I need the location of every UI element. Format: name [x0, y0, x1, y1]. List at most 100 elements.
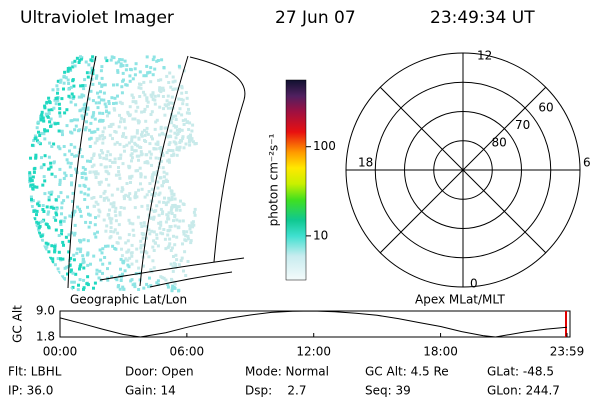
pixel: [104, 244, 107, 248]
pixel: [94, 235, 98, 239]
pixel: [191, 225, 195, 229]
pixel: [48, 256, 52, 260]
pixel: [128, 67, 132, 71]
pixel: [165, 201, 168, 205]
pixel: [47, 225, 50, 229]
pixel: [128, 221, 132, 225]
pixel: [44, 247, 48, 251]
pixel: [133, 135, 137, 139]
pixel: [42, 175, 46, 179]
pixel: [93, 130, 97, 134]
pixel: [60, 212, 63, 216]
y-tick-label: 1.8: [36, 330, 55, 344]
x-tick-label: 00:00: [43, 345, 78, 359]
pixel: [189, 133, 192, 137]
pixel: [63, 216, 67, 220]
pixel: [58, 178, 62, 182]
pixel: [131, 96, 135, 100]
pixel: [122, 145, 126, 149]
pixel: [148, 182, 152, 185]
pixel: [69, 174, 73, 177]
pixel: [88, 221, 92, 225]
pixel: [167, 217, 171, 221]
pixel: [45, 100, 49, 104]
pixel: [37, 200, 41, 204]
pixel: [97, 137, 101, 141]
pixel: [128, 79, 132, 83]
pixel: [186, 260, 190, 263]
pixel: [147, 228, 151, 232]
pixel: [95, 139, 99, 143]
pixel: [121, 71, 125, 75]
pixel: [88, 71, 92, 75]
pixel: [180, 139, 183, 143]
pixel: [29, 156, 32, 160]
pixel: [72, 280, 76, 284]
pixel: [73, 64, 77, 68]
pixel: [71, 79, 75, 83]
pixel: [99, 98, 103, 102]
pixel: [118, 100, 122, 104]
pixel: [62, 74, 66, 78]
pixel: [174, 118, 178, 121]
pixel: [107, 111, 111, 115]
pixel: [151, 245, 155, 249]
pixel: [106, 267, 109, 271]
mlt-label: 0: [470, 277, 478, 291]
pixel: [101, 271, 104, 275]
pixel: [98, 153, 102, 157]
pixel: [96, 127, 100, 131]
pixel: [180, 113, 184, 117]
pixel: [149, 80, 153, 84]
pixel: [123, 149, 126, 153]
pixel: [144, 74, 148, 78]
pixel: [73, 128, 77, 132]
pixel: [79, 55, 82, 59]
pixel: [170, 246, 174, 250]
pixel: [122, 206, 126, 210]
pixel: [33, 185, 37, 189]
pixel: [37, 226, 41, 230]
pixel: [94, 101, 98, 105]
pixel: [98, 156, 102, 159]
pixel: [81, 258, 85, 262]
pixel: [39, 131, 43, 135]
pixel: [69, 161, 73, 165]
pixel: [173, 87, 177, 91]
colorbar-label: photon cm⁻²s⁻¹: [267, 133, 281, 226]
pixel: [177, 263, 181, 267]
pixel: [69, 256, 73, 260]
pixel: [46, 129, 49, 133]
pixel: [130, 93, 134, 97]
pixel: [69, 270, 73, 274]
pixel: [120, 85, 124, 89]
pixel: [145, 236, 148, 240]
pixel: [104, 169, 108, 173]
pixel: [40, 165, 44, 169]
pixel: [47, 250, 51, 254]
pixel: [178, 219, 182, 223]
pixel: [177, 205, 181, 209]
pixel: [140, 133, 143, 137]
pixel: [140, 204, 144, 208]
pixel: [76, 118, 79, 122]
pixel: [140, 110, 144, 114]
mlt-label: 12: [477, 49, 492, 63]
pixel: [109, 124, 113, 128]
pixel: [109, 235, 113, 239]
pixel: [108, 261, 112, 265]
pixel: [81, 84, 85, 88]
pixel: [121, 162, 125, 166]
pixel: [73, 118, 76, 122]
pixel: [127, 195, 130, 198]
pixel: [151, 58, 155, 62]
pixel: [80, 93, 84, 97]
pixel: [175, 258, 179, 262]
pixel: [185, 111, 189, 115]
pixel: [158, 191, 162, 195]
colorbar: [285, 79, 307, 281]
pixel: [174, 114, 178, 118]
x-tick-label: 12:00: [296, 345, 331, 359]
info-field: GLat: -48.5: [487, 365, 554, 379]
